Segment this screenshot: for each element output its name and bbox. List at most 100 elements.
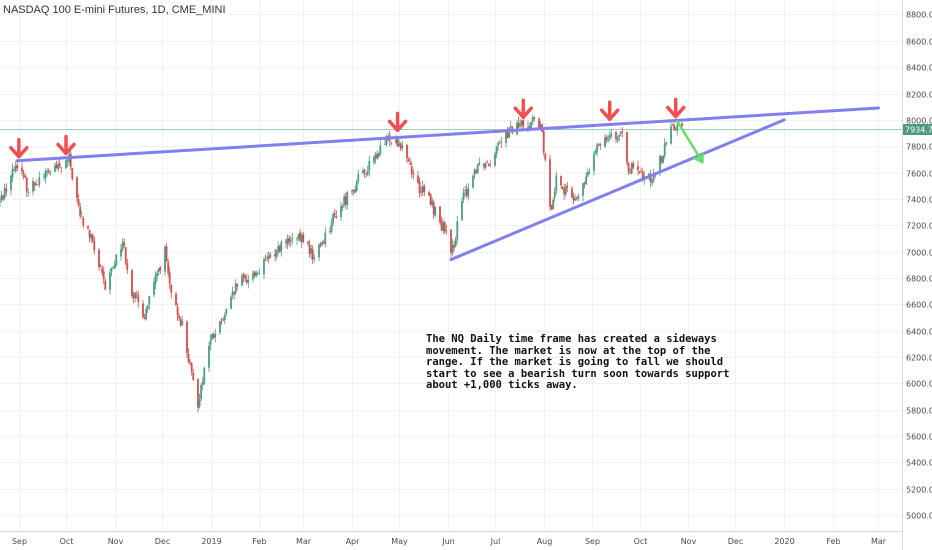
y-tick-label: 6000.00 [906,380,932,389]
candle-body [153,282,155,295]
candle-body [506,130,509,138]
candle-body [278,245,281,253]
down-arrow-marker [665,97,686,119]
candle-body [231,291,234,296]
candle-body [176,306,179,316]
candle-body [621,131,624,133]
candle-body [434,206,437,216]
candle-body [208,345,210,368]
candle-body [241,275,243,286]
candle-body [187,354,190,363]
candle-body [418,181,421,193]
candle-body [247,280,250,283]
candle-body [461,200,463,221]
candle-body [456,221,459,240]
candle-body [575,198,578,199]
top-markers [9,97,686,159]
candle-body [641,172,644,181]
y-tick-label: 8800.00 [906,11,932,20]
projection-line [676,119,704,164]
candle-body [167,262,170,274]
candle-body [561,187,564,190]
candle-body [476,164,479,174]
candle-body [572,196,575,201]
candle-body [610,133,613,137]
candle-body [3,187,6,198]
candle-body [21,167,23,172]
candle-body [351,190,353,192]
candle-body [605,136,608,141]
candle-body [638,171,641,173]
candle-body [608,135,611,140]
candle-body [486,161,489,163]
candle-body [329,231,331,232]
candle-body [618,134,621,138]
y-tick-label: 6600.00 [906,301,932,310]
candle-body [497,142,500,146]
candle-body [302,234,305,242]
candle-body [340,206,342,218]
candle-body [99,266,102,268]
candle-body [616,138,619,141]
candle-body [385,135,388,145]
y-tick-label: 7200.00 [906,222,932,231]
candle-body [60,167,63,169]
y-tick-label: 7000.00 [906,249,932,258]
candle-body [252,273,254,280]
y-tick-label: 6800.00 [906,275,932,284]
candle-body [352,189,355,192]
candle-body [355,181,358,192]
candle-body [517,122,520,128]
candle-body [484,163,487,168]
candle-body [533,117,536,119]
candle-body [233,292,236,295]
projection-arrowhead [693,151,704,164]
candle-body [66,160,69,162]
candle-body [286,238,289,245]
candle-body [277,246,280,251]
candle-body [98,249,100,268]
last-price-tag: 7934.75 [903,124,932,135]
candle-body [242,274,245,278]
candle-body [519,124,522,127]
candle-body [648,173,650,176]
candle-body [266,257,269,259]
x-tick-label: Aug [537,537,553,546]
candle-body [596,144,599,152]
candle-body [209,339,212,345]
candle-body [230,296,232,309]
candle-body [564,186,567,195]
candle-body [365,172,368,175]
candle-body [390,142,393,144]
candle-body [483,163,485,168]
candle-body [597,143,600,145]
candle-body [417,175,419,183]
candle-body [13,170,16,171]
candle-body [366,170,369,175]
candle-body [126,263,129,270]
resistance-trendline [15,106,880,163]
y-tick-label: 8600.00 [906,38,932,47]
candle-body [659,155,661,173]
candle-body [407,159,410,162]
annotation-line: The NQ Daily time frame has created a si… [426,333,717,345]
candle-body [146,305,149,310]
candle-body [550,205,553,210]
candle-body [627,162,630,172]
down-arrow-marker [513,98,534,119]
candle-body [649,174,652,182]
candle-body [406,144,408,159]
candle-body [90,234,93,239]
candle-body [607,140,610,141]
candle-body [539,124,542,128]
candle-body [373,156,375,163]
candle-body [674,129,677,131]
candle-body [236,284,239,287]
candle-body [443,221,446,232]
x-tick-label: 2020 [774,537,794,546]
candle-body [192,372,195,381]
candle-body [123,242,126,246]
candle-body [509,126,512,128]
candle-body [431,201,434,205]
candle-body [663,143,666,156]
